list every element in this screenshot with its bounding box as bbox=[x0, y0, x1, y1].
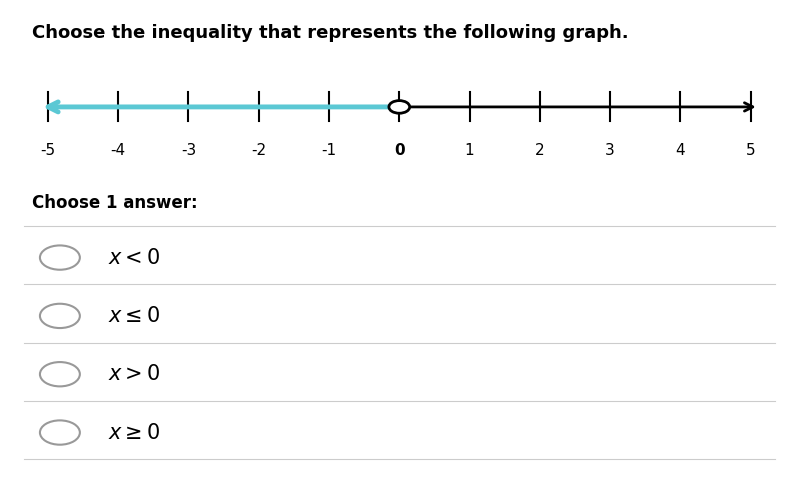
Text: $x \leq 0$: $x \leq 0$ bbox=[108, 306, 160, 326]
Text: -5: -5 bbox=[40, 143, 55, 158]
Text: -1: -1 bbox=[322, 143, 337, 158]
Text: 5: 5 bbox=[746, 143, 755, 158]
Circle shape bbox=[40, 304, 80, 328]
Text: -2: -2 bbox=[251, 143, 266, 158]
Text: 2: 2 bbox=[535, 143, 545, 158]
Text: C: C bbox=[55, 367, 65, 381]
Text: 4: 4 bbox=[675, 143, 685, 158]
Text: -3: -3 bbox=[181, 143, 196, 158]
Text: B: B bbox=[55, 309, 65, 323]
Text: $x > 0$: $x > 0$ bbox=[108, 364, 160, 384]
Text: Choose the inequality that represents the following graph.: Choose the inequality that represents th… bbox=[32, 24, 629, 42]
Text: D: D bbox=[54, 426, 66, 439]
Circle shape bbox=[40, 420, 80, 445]
Text: Choose 1 answer:: Choose 1 answer: bbox=[32, 194, 198, 212]
Text: 1: 1 bbox=[465, 143, 474, 158]
Text: $x \geq 0$: $x \geq 0$ bbox=[108, 422, 160, 443]
Circle shape bbox=[389, 101, 410, 113]
Text: A: A bbox=[55, 251, 65, 264]
Text: 3: 3 bbox=[606, 143, 615, 158]
Text: -4: -4 bbox=[110, 143, 126, 158]
Text: $x < 0$: $x < 0$ bbox=[108, 247, 160, 268]
Circle shape bbox=[40, 245, 80, 270]
Text: 0: 0 bbox=[394, 143, 405, 158]
Circle shape bbox=[40, 362, 80, 386]
